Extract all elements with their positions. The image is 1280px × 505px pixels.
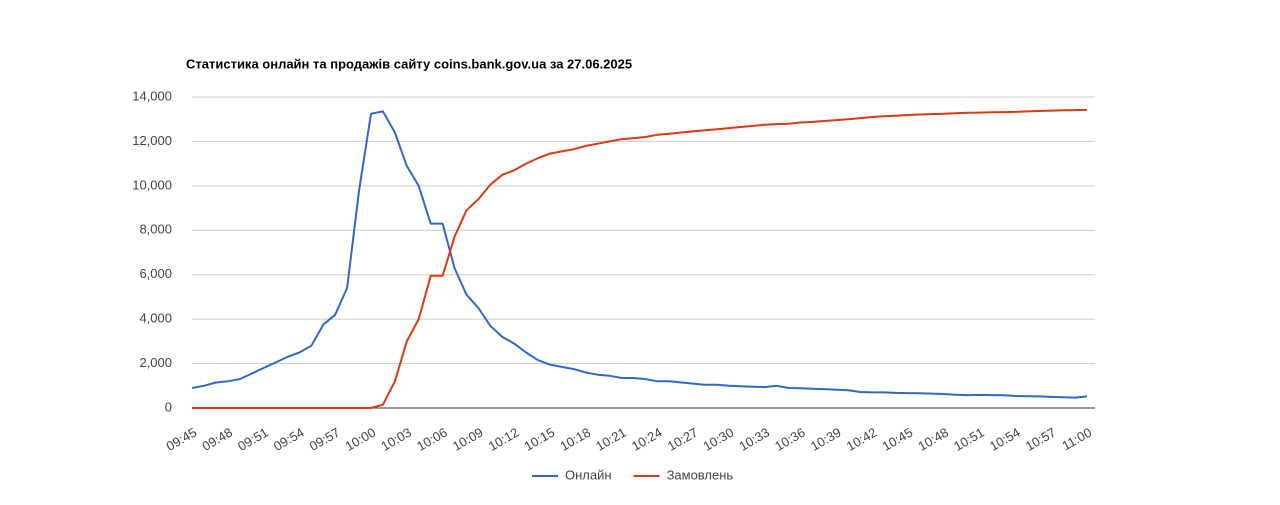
x-tick-label: 10:42 [844, 425, 880, 454]
x-tick-label: 10:00 [343, 425, 379, 454]
y-tick-label: 14,000 [132, 88, 172, 103]
x-tick-label: 10:30 [701, 425, 737, 454]
x-tick-label: 10:33 [736, 425, 772, 454]
x-tick-label: 10:09 [450, 425, 486, 454]
x-tick-label: 10:57 [1023, 425, 1059, 454]
x-tick-label: 10:18 [557, 425, 593, 454]
x-tick-label: 10:24 [629, 425, 665, 454]
x-tick-label: 09:48 [199, 425, 235, 454]
legend-label: Онлайн [565, 467, 612, 482]
chart-title: Статистика онлайн та продажів сайту coin… [186, 56, 632, 71]
y-tick-label: 10,000 [132, 177, 172, 192]
x-tick-label: 10:48 [915, 425, 951, 454]
y-tick-label: 12,000 [132, 133, 172, 148]
x-tick-label: 10:06 [414, 425, 450, 454]
x-tick-label: 10:45 [880, 425, 916, 454]
x-tick-label: 10:36 [772, 425, 808, 454]
y-tick-label: 0 [165, 399, 172, 414]
x-tick-label: 10:54 [987, 425, 1023, 454]
x-tick-label: 09:51 [235, 425, 271, 454]
x-tick-label: 09:54 [271, 425, 307, 454]
x-tick-label: 10:03 [378, 425, 414, 454]
line [191, 110, 1088, 399]
x-tick-label: 09:45 [164, 425, 200, 454]
y-tick-label: 4,000 [139, 311, 172, 326]
x-tick-label: 10:21 [593, 425, 629, 454]
y-tick-label: 8,000 [139, 222, 172, 237]
x-tick-label: 09:57 [307, 425, 343, 454]
legend-label: Замовлень [667, 467, 734, 482]
x-tick-label: 10:12 [486, 425, 522, 454]
x-tick-label: 10:51 [951, 425, 987, 454]
y-tick-label: 6,000 [139, 266, 172, 281]
x-tick-label: 10:15 [522, 425, 558, 454]
line [192, 108, 1088, 409]
x-tick-label: 11:00 [1059, 425, 1094, 454]
y-tick-label: 2,000 [139, 355, 172, 370]
x-tick-label: 10:27 [665, 425, 701, 454]
x-tick-label: 10:39 [808, 425, 844, 454]
